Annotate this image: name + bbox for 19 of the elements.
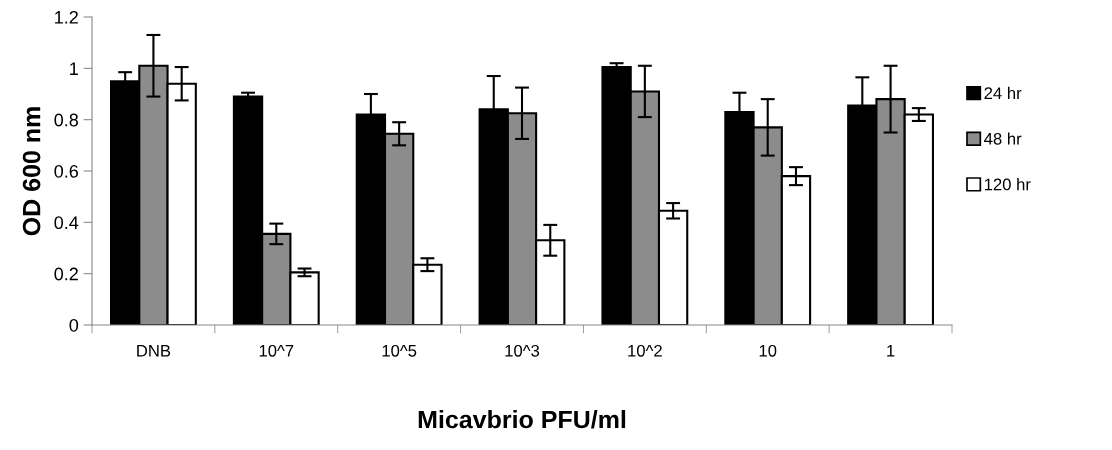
legend-label: 24 hr	[984, 86, 1022, 99]
y-axis-title: OD 600 nm	[22, 107, 41, 236]
legend-label: 48 hr	[984, 132, 1022, 145]
y-tick-label: 0.6	[54, 164, 79, 178]
x-tick-label: 10^2	[628, 344, 662, 357]
legend-label: 120 hr	[984, 178, 1031, 191]
x-axis-title: Micavbrio PFU/ml	[418, 409, 626, 429]
y-tick-label: 0	[69, 318, 79, 332]
y-tick-label: 1.2	[55, 10, 78, 24]
y-tick-label: 0.2	[54, 267, 78, 281]
x-tick-label: DNB	[137, 345, 171, 357]
y-tick-label: 0.4	[54, 216, 79, 230]
x-tick-label: 10^3	[505, 344, 540, 357]
y-tick-label: 1	[70, 62, 78, 75]
x-tick-label: 10^7	[259, 344, 294, 357]
x-tick-label: 10^5	[382, 344, 417, 357]
x-tick-label: 10	[759, 344, 777, 357]
y-tick-label: 0.8	[54, 113, 79, 127]
x-tick-label: 1	[887, 345, 895, 357]
